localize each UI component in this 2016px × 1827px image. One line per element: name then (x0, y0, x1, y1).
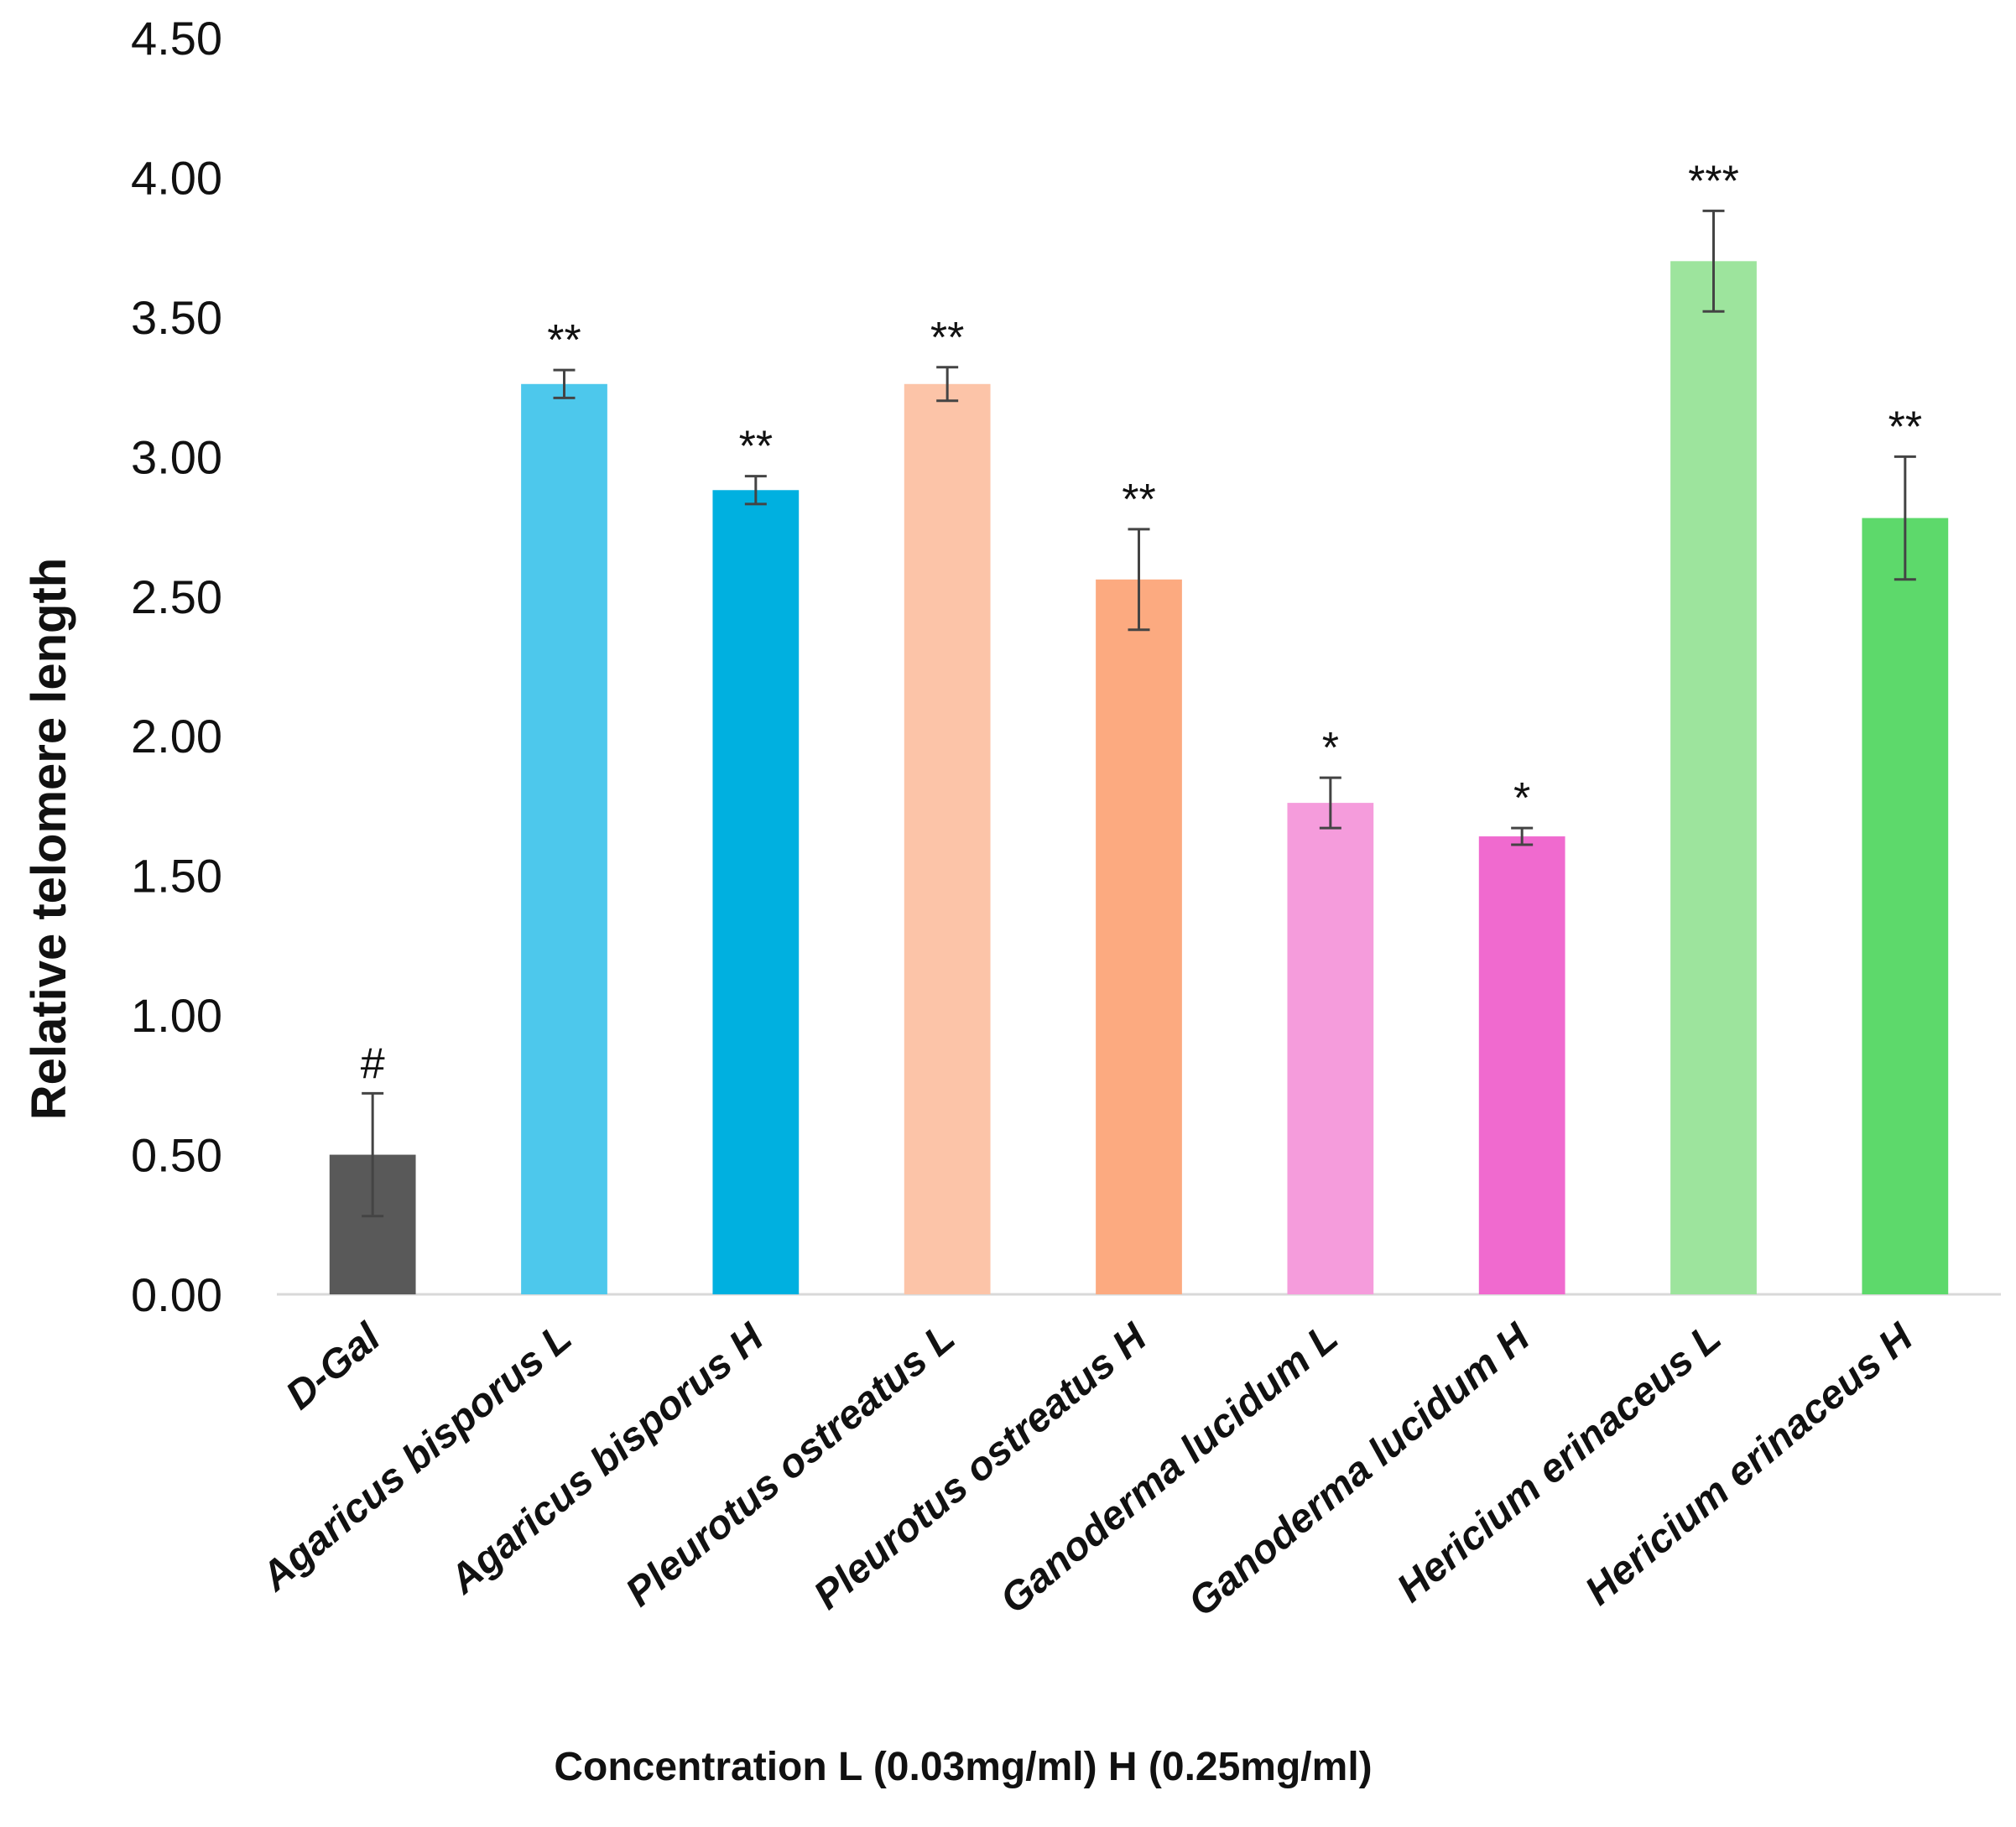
significance-label: ** (930, 314, 964, 362)
y-tick-label: 4.00 (131, 151, 222, 204)
x-tick-label: Ganoderma lucidum H (1180, 1314, 1539, 1626)
y-tick-label: 4.50 (131, 12, 222, 65)
y-axis-label: Relative telomere length (22, 558, 76, 1120)
x-tick-label: Agaricus bisporus H (440, 1314, 772, 1603)
x-tick-label: Agaricus bisporus L (253, 1315, 580, 1601)
significance-label: *** (1688, 157, 1739, 206)
x-tick-label: Ganoderma lucidum L (992, 1315, 1347, 1622)
y-tick-label: 2.50 (131, 570, 222, 623)
x-tick-label: D-Gal (278, 1314, 389, 1418)
significance-label: ** (1888, 403, 1922, 451)
x-tick-label: Pleurotus ostreatus L (617, 1315, 963, 1616)
y-tick-label: 0.50 (131, 1129, 222, 1182)
significance-label: * (1322, 724, 1339, 773)
significance-label: # (361, 1039, 385, 1088)
significance-label: ** (547, 316, 581, 365)
significance-label: ** (739, 423, 773, 471)
bar (1862, 518, 1949, 1294)
y-axis-ticks: 0.00 0.50 1.00 1.50 2.00 2.50 3.00 3.50 4.00 4.50 (131, 12, 222, 1321)
y-tick-label: 3.50 (131, 291, 222, 344)
y-tick-label: 2.00 (131, 710, 222, 763)
y-tick-label: 0.00 (131, 1268, 222, 1321)
bar (712, 490, 800, 1294)
bar (1287, 803, 1374, 1294)
bar (1478, 836, 1565, 1294)
y-tick-label: 3.00 (131, 430, 222, 483)
significance-label: * (1513, 774, 1530, 823)
x-tick-label: Pleurotus ostreatus H (805, 1314, 1155, 1618)
significance-label: ** (1122, 476, 1155, 524)
bar (521, 383, 607, 1294)
x-tick-label: Hericium erinaceus L (1389, 1315, 1730, 1611)
bar (904, 383, 991, 1294)
y-tick-label: 1.00 (131, 989, 222, 1042)
bar (1670, 261, 1757, 1295)
bars-group: #*************** (329, 157, 1949, 1295)
x-tick-label: Hericium erinaceus H (1577, 1314, 1922, 1614)
bar (1096, 579, 1182, 1294)
y-tick-label: 1.50 (131, 850, 222, 903)
x-axis-label: Concentration L (0.03mg/ml) H (0.25mg/ml… (554, 1745, 1372, 1789)
